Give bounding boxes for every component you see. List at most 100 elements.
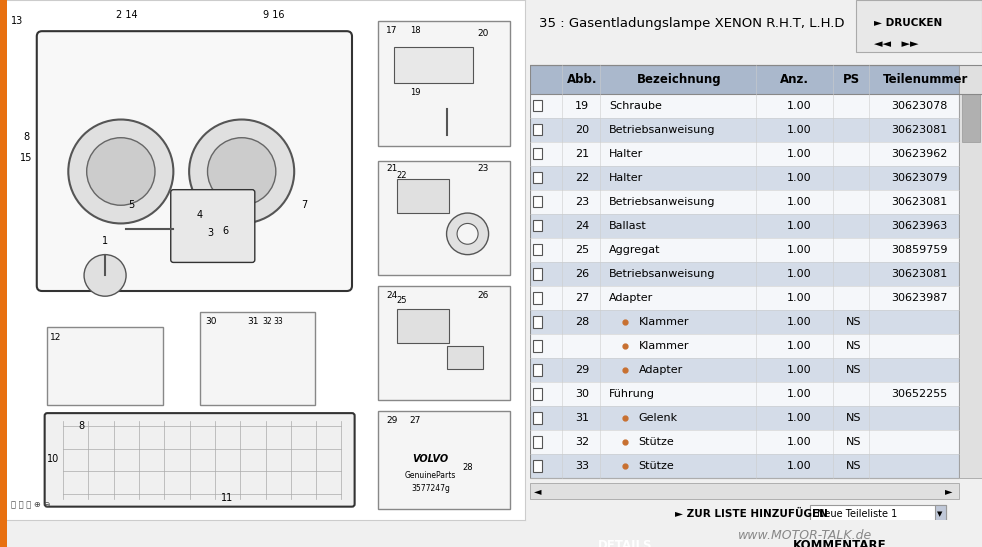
Text: 9 16: 9 16 [262,10,284,20]
Text: 🔍 🔍 💾 ⊕ ⊖: 🔍 🔍 💾 ⊕ ⊖ [11,501,50,509]
Text: www.MOTOR-TALK.de: www.MOTOR-TALK.de [738,528,872,542]
Text: Gelenk: Gelenk [638,413,678,423]
Bar [530,533,720,547]
Text: Betriebsanweisung: Betriebsanweisung [609,269,716,279]
Bar [532,461,542,472]
Text: 23: 23 [575,197,589,207]
Text: Führung: Führung [609,389,655,399]
Text: Neue Teileliste 1: Neue Teileliste 1 [817,509,898,520]
Bar [959,65,982,478]
Text: 19: 19 [409,89,420,97]
Bar [530,334,982,358]
Text: 30623078: 30623078 [892,101,948,110]
Text: 30623079: 30623079 [892,173,948,183]
Bar [532,220,542,231]
Bar [199,312,315,405]
Text: Adapter: Adapter [609,293,654,303]
Text: 4: 4 [196,210,202,220]
Bar [855,0,982,52]
Text: ► ZUR LISTE HINZUFÜGEN: ► ZUR LISTE HINZUFÜGEN [675,509,828,520]
Text: 24: 24 [386,291,398,300]
Text: 21: 21 [575,149,589,159]
Text: Schraube: Schraube [609,101,662,110]
Text: Abb.: Abb. [567,73,597,86]
Bar [530,454,982,478]
Text: 1.00: 1.00 [787,461,811,471]
Text: Ballast: Ballast [609,221,647,231]
Circle shape [84,255,126,296]
Text: 2 14: 2 14 [116,10,137,20]
Text: 28: 28 [463,463,473,472]
Text: 18: 18 [409,26,420,35]
Text: 23: 23 [477,164,489,173]
FancyBboxPatch shape [44,413,355,507]
Text: 11: 11 [221,493,233,503]
Text: Betriebsanweisung: Betriebsanweisung [609,125,716,135]
Text: 35 : Gasentladungslampe XENON R.H.T, L.H.D: 35 : Gasentladungslampe XENON R.H.T, L.H… [539,17,845,30]
Text: 1.00: 1.00 [787,269,811,279]
Bar [530,484,959,499]
Text: NS: NS [846,365,861,375]
Text: 8: 8 [24,132,29,142]
Text: 3577247g: 3577247g [411,484,450,493]
Bar [530,238,982,262]
Text: 1: 1 [102,236,108,246]
Text: 29: 29 [386,416,398,424]
Text: 31: 31 [246,317,258,326]
Text: 8: 8 [79,421,84,431]
Text: 1.00: 1.00 [787,341,811,351]
Text: 19: 19 [575,101,589,110]
Bar [532,437,542,448]
Text: Klammer: Klammer [638,317,689,327]
Text: Aggregat: Aggregat [609,245,661,255]
Bar [532,196,542,207]
Text: 30623963: 30623963 [892,221,948,231]
Text: Halter: Halter [609,149,643,159]
Text: 33: 33 [273,317,283,326]
Text: 30859759: 30859759 [892,245,949,255]
Bar [935,505,946,525]
Text: ▼: ▼ [937,511,943,517]
Text: 15: 15 [20,153,32,163]
Bar [810,505,946,525]
Text: 27: 27 [575,293,589,303]
Text: 30: 30 [205,317,216,326]
Text: 1.00: 1.00 [787,221,811,231]
Bar [532,124,542,135]
Bar [394,47,473,83]
Text: 30623081: 30623081 [892,269,948,279]
Text: VOLVO: VOLVO [412,455,449,464]
Text: 1.00: 1.00 [787,437,811,447]
Text: NS: NS [846,317,861,327]
Bar [530,430,982,454]
Bar [532,292,542,304]
Text: 6: 6 [223,226,229,236]
Bar [720,533,959,547]
Bar [530,358,982,382]
Text: 1.00: 1.00 [787,149,811,159]
Text: NS: NS [846,437,861,447]
Bar [397,309,449,343]
Text: 1.00: 1.00 [787,317,811,327]
Bar [530,65,982,94]
Text: 1.00: 1.00 [787,413,811,423]
Bar [530,118,982,142]
Bar [532,316,542,328]
Bar [378,161,510,276]
Bar [397,179,449,213]
Text: 1.00: 1.00 [787,245,811,255]
Text: Betriebsanweisung: Betriebsanweisung [609,197,716,207]
Text: Klammer: Klammer [638,341,689,351]
Text: Stütze: Stütze [638,461,675,471]
Bar [530,502,959,527]
Text: 22: 22 [397,171,408,181]
Text: 31: 31 [575,413,589,423]
Text: Adapter: Adapter [638,365,682,375]
Bar [961,94,980,142]
Text: 26: 26 [575,269,589,279]
Text: 22: 22 [575,173,589,183]
FancyBboxPatch shape [36,31,352,291]
Text: Teilenummer: Teilenummer [883,73,968,86]
Text: 33: 33 [575,461,589,471]
Text: 13: 13 [11,16,23,26]
